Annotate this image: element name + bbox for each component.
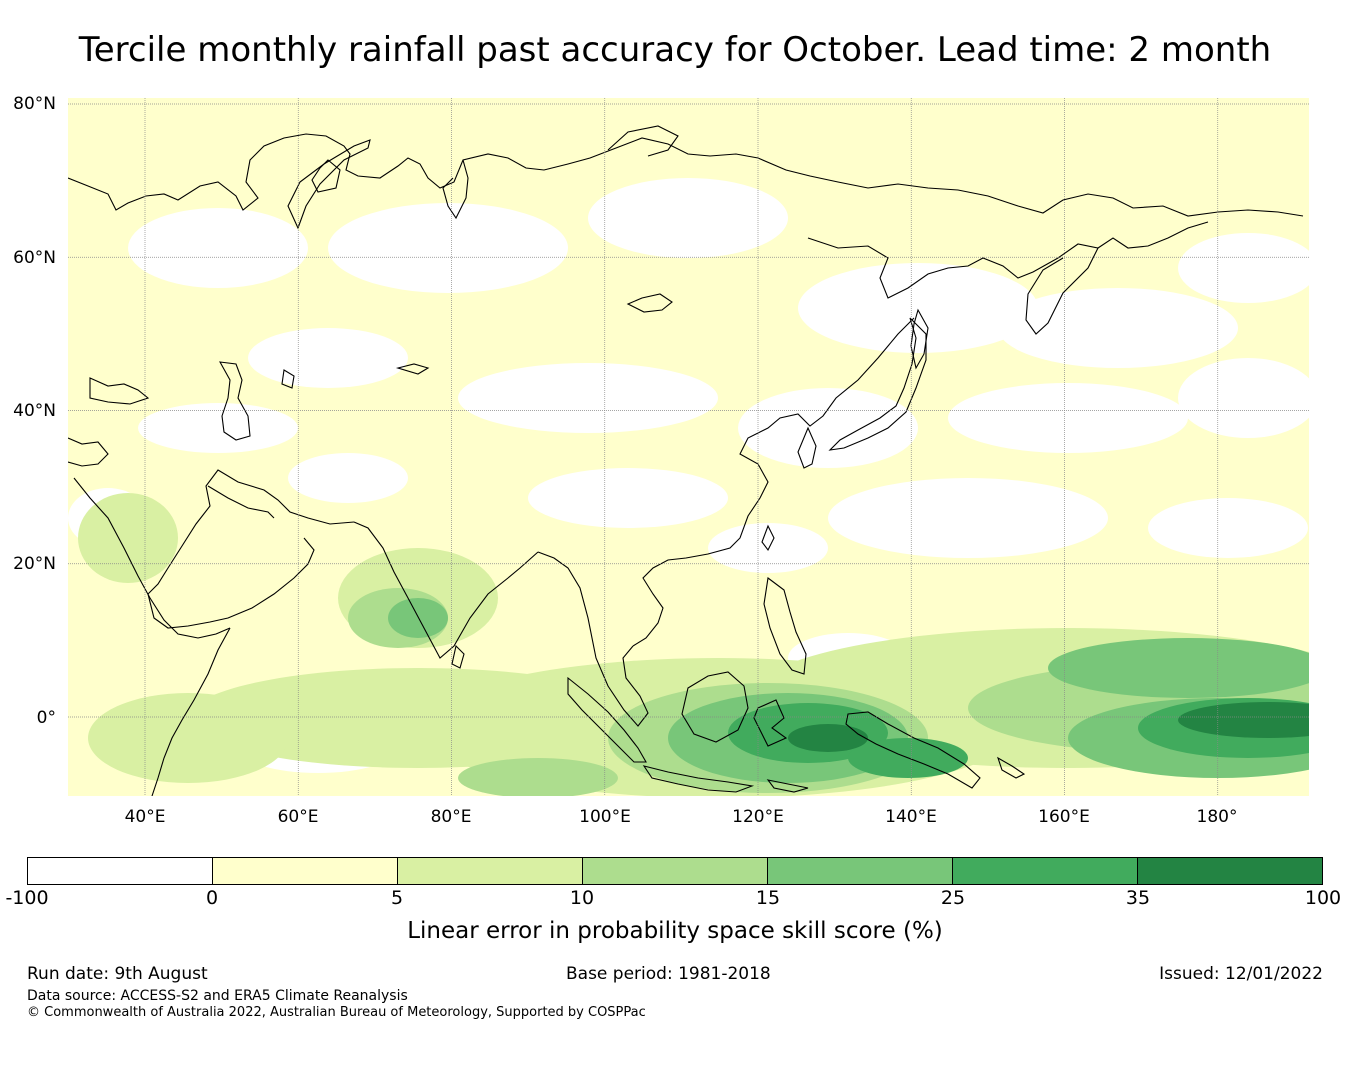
colorbar-tick: 100 xyxy=(1304,887,1342,909)
lon-label-160e: 160°E xyxy=(1038,807,1090,827)
lon-label-80e: 80°E xyxy=(430,807,472,827)
colorbar-segment xyxy=(28,858,213,884)
skill-region xyxy=(1048,638,1309,698)
coastline-mediterranean xyxy=(68,437,109,467)
coastline-sakhalin xyxy=(910,308,929,370)
lon-label-100e: 100°E xyxy=(579,807,631,827)
colorbar-tick: 0 xyxy=(205,887,219,909)
coastline-india xyxy=(353,521,539,659)
coastline-north-eurasia xyxy=(68,133,1304,217)
run-date: Run date: 9th August xyxy=(27,964,208,984)
lat-label-40n: 40°N xyxy=(13,401,56,421)
coastline-black-sea xyxy=(89,377,150,405)
map-title: Tercile monthly rainfall past accuracy f… xyxy=(78,30,1272,70)
skill-region xyxy=(248,328,408,388)
lon-label-40e: 40°E xyxy=(124,807,166,827)
coastline-korea xyxy=(797,426,817,469)
coastline-persian-gulf xyxy=(207,485,275,519)
skill-region xyxy=(328,203,568,293)
colorbar-segment xyxy=(768,858,953,884)
map-canvas xyxy=(68,98,1309,796)
skill-region xyxy=(128,208,308,288)
skill-region xyxy=(138,403,298,453)
skill-region xyxy=(1178,358,1309,438)
coastline-taiwan xyxy=(761,524,775,552)
skill-score-map xyxy=(68,98,1309,796)
coastline-new-guinea xyxy=(845,711,981,789)
coastline-solomons xyxy=(997,756,1026,779)
coastline-sri-lanka xyxy=(451,644,465,669)
colorbar-segment xyxy=(213,858,398,884)
coastline-white-sea xyxy=(311,159,341,193)
lon-label-60e: 60°E xyxy=(277,807,319,827)
lat-label-80n: 80°N xyxy=(13,94,56,114)
coastline-east-africa xyxy=(151,627,231,796)
data-source: Data source: ACCESS-S2 and ERA5 Climate … xyxy=(27,988,408,1004)
coastline-indochina xyxy=(537,551,649,727)
lat-label-20n: 20°N xyxy=(13,554,56,574)
graticule xyxy=(68,98,1309,796)
skill-shading xyxy=(68,178,1309,796)
colorbar-segment xyxy=(1138,858,1322,884)
coastline-novaya-zemlya xyxy=(287,139,371,230)
skill-region xyxy=(78,493,178,583)
skill-region xyxy=(738,388,918,468)
skill-region xyxy=(788,724,868,752)
skill-region xyxy=(188,668,648,768)
colorbar-segment xyxy=(953,858,1138,884)
skill-region xyxy=(708,523,828,573)
skill-region xyxy=(998,288,1238,368)
coastline-okhotsk xyxy=(807,221,1209,299)
coastline-caspian xyxy=(218,361,251,441)
skill-region xyxy=(1178,233,1309,303)
coastline-borneo xyxy=(681,671,749,743)
skill-region xyxy=(828,478,1108,558)
colorbar-tick: 10 xyxy=(569,887,595,909)
coastline-philippines xyxy=(763,577,807,675)
coastline-aral xyxy=(281,369,295,389)
skill-region xyxy=(1178,702,1309,738)
coastline-baikal xyxy=(626,293,673,313)
issued-date: Issued: 12/01/2022 xyxy=(1159,964,1323,984)
lat-label-60n: 60°N xyxy=(13,248,56,268)
copyright: © Commonwealth of Australia 2022, Austra… xyxy=(27,1005,646,1020)
lat-label-0: 0° xyxy=(36,708,56,728)
coastline-timor xyxy=(766,779,809,793)
coastline-east-asia xyxy=(632,317,915,647)
coastline-japan xyxy=(828,317,927,451)
colorbar-tick: 35 xyxy=(1125,887,1151,909)
coastline-taymyr xyxy=(607,125,679,157)
skill-region xyxy=(1148,498,1308,558)
coastline-kamchatka xyxy=(1025,247,1099,335)
skill-region xyxy=(588,178,788,258)
colorbar xyxy=(27,857,1323,885)
skill-region xyxy=(528,468,728,528)
colorbar-tick: 15 xyxy=(755,887,781,909)
skill-region xyxy=(458,758,618,796)
coastline-java xyxy=(642,765,755,793)
colorbar-label: Linear error in probability space skill … xyxy=(407,918,943,944)
coastline-yamal xyxy=(442,159,469,220)
base-period: Base period: 1981-2018 xyxy=(566,964,771,984)
lon-label-180: 180° xyxy=(1196,807,1238,827)
coastline-balkhash xyxy=(395,363,430,375)
lon-label-140e: 140°E xyxy=(885,807,937,827)
skill-region xyxy=(458,363,718,433)
colorbar-tick: 25 xyxy=(940,887,966,909)
coastline-arabia xyxy=(147,469,355,629)
coastline-red-sea-africa xyxy=(73,477,231,639)
skill-region xyxy=(288,453,408,503)
skill-region xyxy=(88,693,288,783)
colorbar-segment xyxy=(398,858,583,884)
colorbar-segment xyxy=(583,858,768,884)
colorbar-tick: 5 xyxy=(390,887,404,909)
coastline-sulawesi xyxy=(753,699,788,747)
skill-region xyxy=(798,263,1038,353)
skill-region xyxy=(948,383,1188,453)
lon-label-120e: 120°E xyxy=(732,807,784,827)
colorbar-tick: -100 xyxy=(5,887,49,909)
skill-region xyxy=(388,598,448,638)
